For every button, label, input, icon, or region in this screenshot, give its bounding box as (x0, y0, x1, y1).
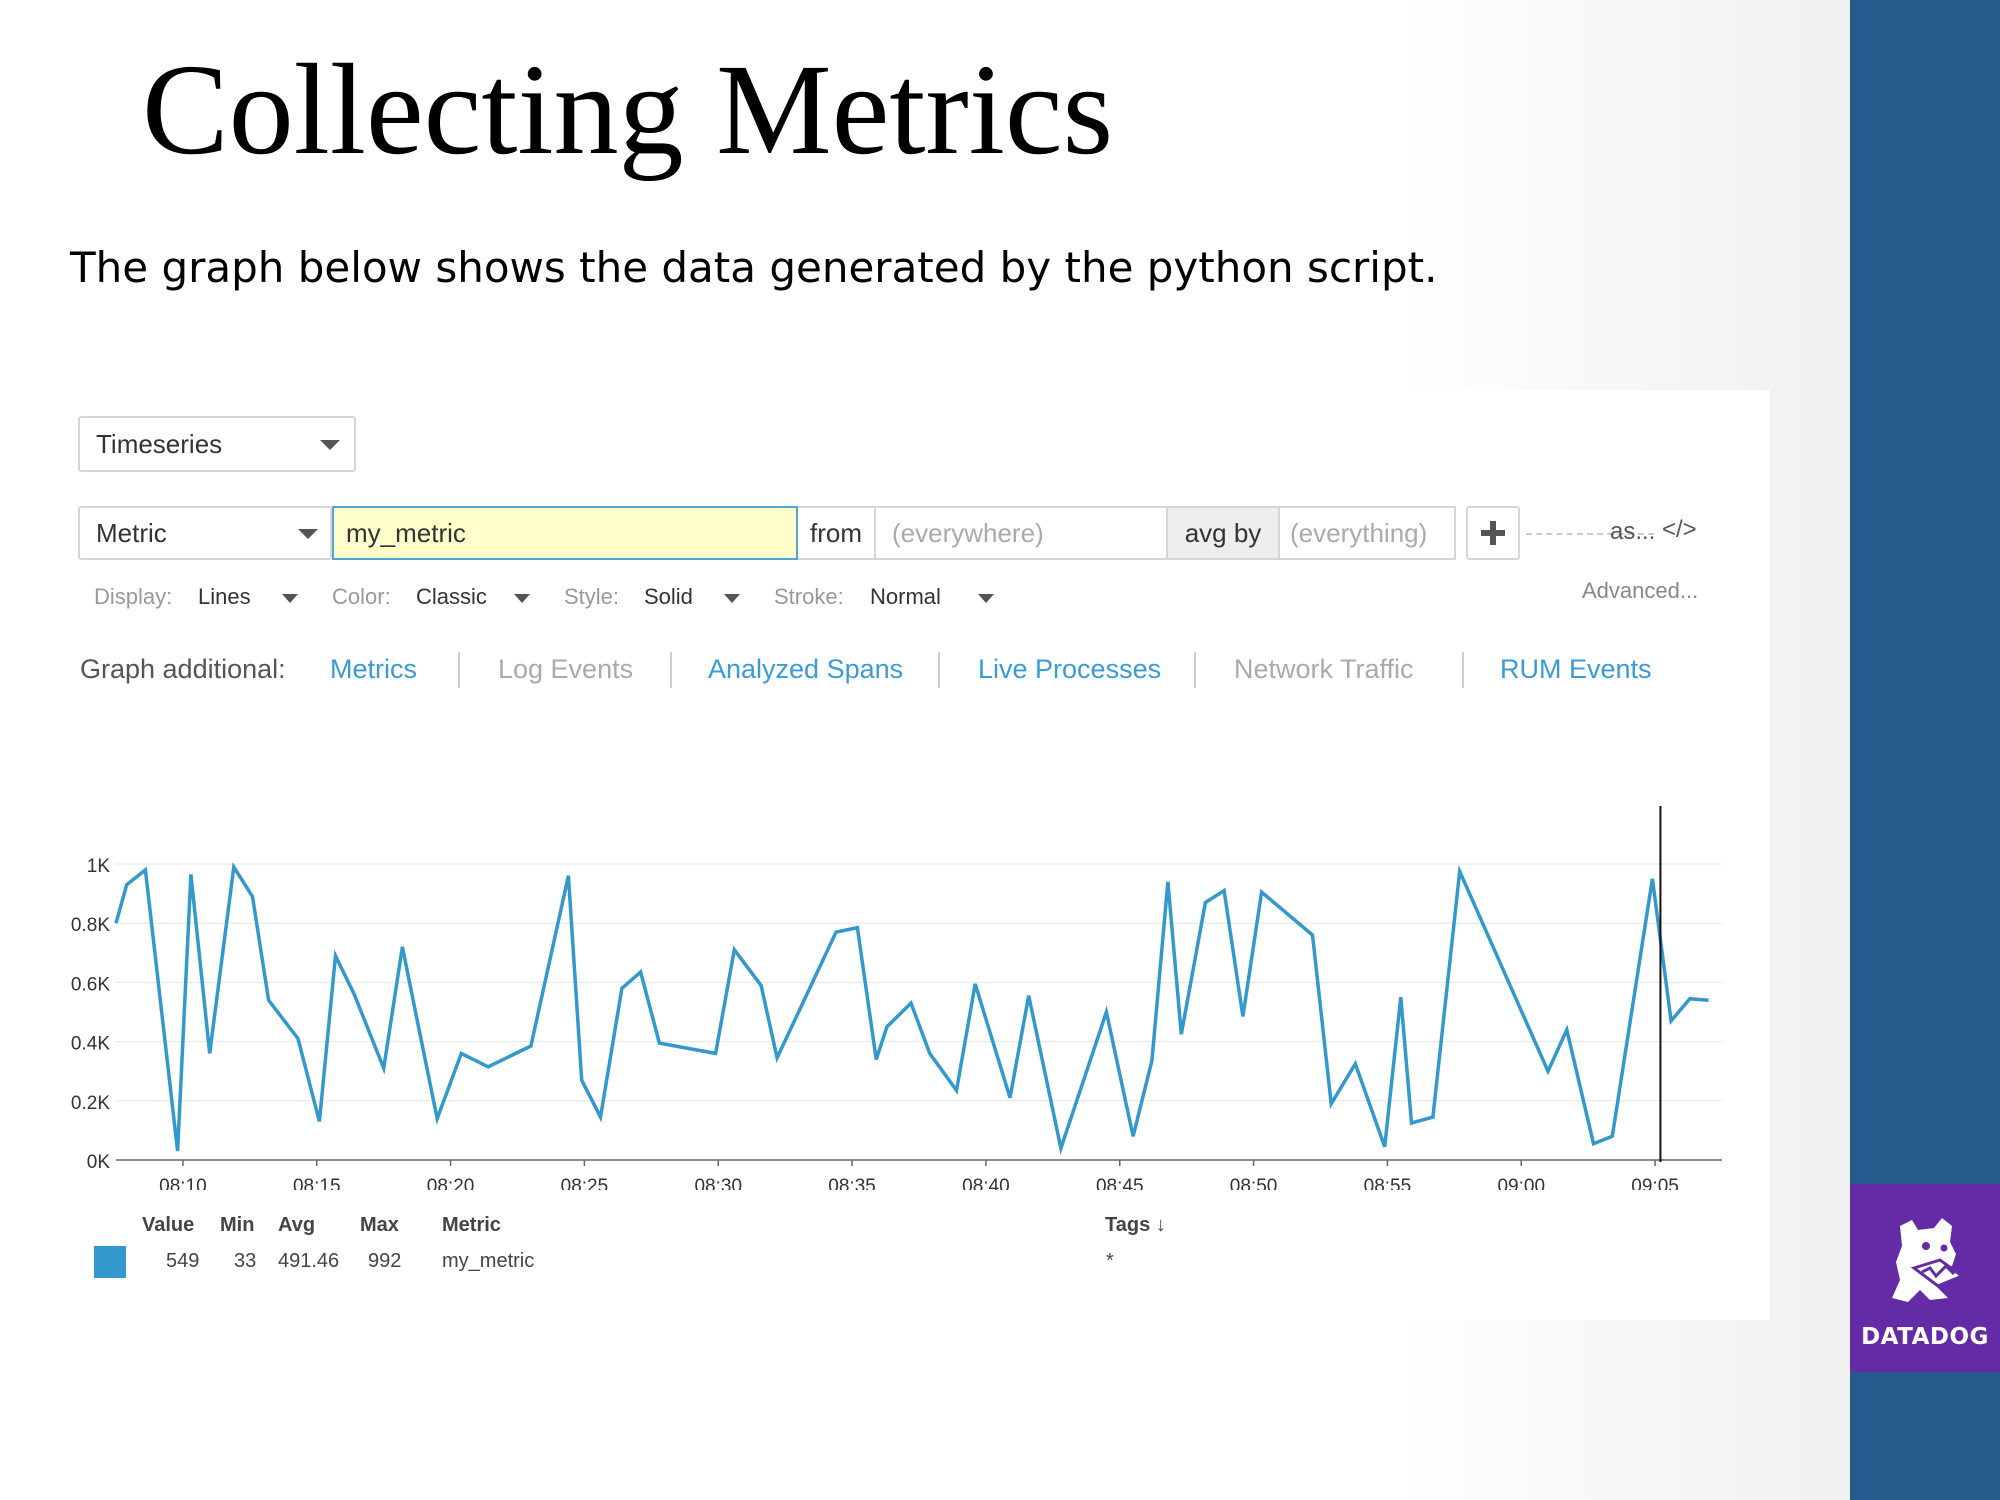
graph-additional-live-processes[interactable]: Live Processes (978, 654, 1162, 684)
separator (670, 652, 672, 688)
display-value[interactable]: Lines (198, 584, 251, 609)
legend-metric: my_metric (442, 1250, 535, 1272)
graph-additional-rum-events[interactable]: RUM Events (1500, 654, 1652, 684)
from-label: from (798, 506, 874, 560)
chevron-down-icon[interactable] (978, 594, 994, 603)
graph-additional-network-traffic[interactable]: Network Traffic (1234, 654, 1414, 684)
plus-icon (1481, 521, 1505, 545)
color-label: Color: (332, 584, 391, 609)
advanced-link[interactable]: Advanced... (1582, 578, 1699, 603)
x-tick-label: 08:55 (1364, 1176, 1412, 1190)
x-tick-label: 08:35 (828, 1176, 876, 1190)
separator (1194, 652, 1196, 688)
legend-color-swatch (94, 1246, 126, 1278)
y-tick-label: 0.6K (71, 974, 110, 995)
chevron-down-icon[interactable] (724, 594, 740, 603)
avg-by-input[interactable]: (everything) (1278, 506, 1456, 560)
avg-by-placeholder: (everything) (1290, 517, 1428, 548)
style-label: Style: (564, 584, 620, 609)
color-value[interactable]: Classic (416, 584, 487, 609)
y-tick-label: 0K (87, 1152, 111, 1173)
x-tick-label: 08:10 (159, 1176, 207, 1190)
chevron-down-icon[interactable] (514, 594, 530, 603)
slide-title: Collecting Metrics (142, 38, 1114, 182)
timeseries-chart[interactable]: 0K 0.2K 0.4K 0.6K 0.8K 1K 08:10 08:15 08:20 08:25… (70, 390, 1770, 1190)
separator (1462, 652, 1464, 688)
datadog-logo: DATADOG (1850, 1184, 2000, 1372)
graph-editor-panel: Timeseries Metric my_metric from (everyw… (70, 390, 1770, 1320)
slide-subtitle: The graph below shows the data generated… (70, 243, 1438, 292)
alias-as-link[interactable]: as... (1610, 518, 1656, 545)
legend-avg: 491.46 (278, 1250, 340, 1272)
source-type-value: Metric (96, 517, 167, 548)
visualization-type-dropdown[interactable]: Timeseries (78, 416, 356, 472)
x-tick-label: 09:00 (1497, 1176, 1545, 1190)
metric-name-input[interactable]: my_metric (332, 506, 798, 560)
legend-header-max: Max (360, 1214, 399, 1236)
y-tick-label: 0.2K (71, 1093, 110, 1114)
x-tick-label: 08:50 (1230, 1176, 1278, 1190)
datadog-dog-icon (1892, 1218, 1966, 1302)
graph-additional-log-events[interactable]: Log Events (498, 654, 634, 684)
graph-additional-metrics[interactable]: Metrics (330, 654, 417, 684)
stroke-value[interactable]: Normal (870, 584, 941, 609)
series-line-my_metric (114, 861, 1709, 1155)
chevron-down-icon (320, 440, 340, 450)
x-tick-label: 08:15 (293, 1176, 341, 1190)
stroke-label: Stroke: (774, 584, 844, 609)
legend-value: 549 (166, 1250, 200, 1272)
x-tick-label: 09:05 (1631, 1176, 1679, 1190)
legend-header-metric: Metric (442, 1214, 501, 1236)
x-tick-label: 08:30 (694, 1176, 742, 1190)
from-scope-placeholder: (everywhere) (892, 517, 1044, 548)
y-tick-label: 0.4K (71, 1034, 110, 1055)
legend-header-min: Min (220, 1214, 255, 1236)
graph-additional-label: Graph additional: (80, 654, 286, 684)
display-label: Display: (94, 584, 173, 609)
x-tick-label: 08:25 (561, 1176, 609, 1190)
x-tick-label: 08:40 (962, 1176, 1010, 1190)
metric-name-value: my_metric (346, 517, 466, 548)
chevron-down-icon (298, 529, 318, 539)
style-value[interactable]: Solid (644, 584, 693, 609)
y-tick-label: 1K (87, 856, 111, 877)
legend-tags: * (1106, 1250, 1114, 1272)
y-tick-label: 0.8K (71, 915, 110, 936)
legend-header-avg: Avg (278, 1214, 316, 1236)
x-tick-label: 08:20 (427, 1176, 475, 1190)
separator (938, 652, 940, 688)
legend-header-value: Value (142, 1214, 195, 1236)
legend-min: 33 (234, 1250, 257, 1272)
code-icon[interactable]: </> (1662, 516, 1697, 543)
from-scope-input[interactable]: (everywhere) (874, 506, 1168, 560)
graph-additional-analyzed-spans[interactable]: Analyzed Spans (708, 654, 904, 684)
source-type-dropdown[interactable]: Metric (78, 506, 332, 560)
separator (458, 652, 460, 688)
avg-by-label: avg by (1168, 506, 1278, 560)
x-tick-label: 08:45 (1096, 1176, 1144, 1190)
visualization-type-value: Timeseries (96, 428, 223, 459)
legend-max: 992 (368, 1250, 402, 1272)
legend-header-tags[interactable]: Tags ↓ (1105, 1214, 1166, 1236)
datadog-logo-text: DATADOG (1861, 1324, 1989, 1350)
dashed-connector (1526, 533, 1654, 535)
add-function-button[interactable] (1466, 506, 1520, 560)
chevron-down-icon[interactable] (282, 594, 298, 603)
